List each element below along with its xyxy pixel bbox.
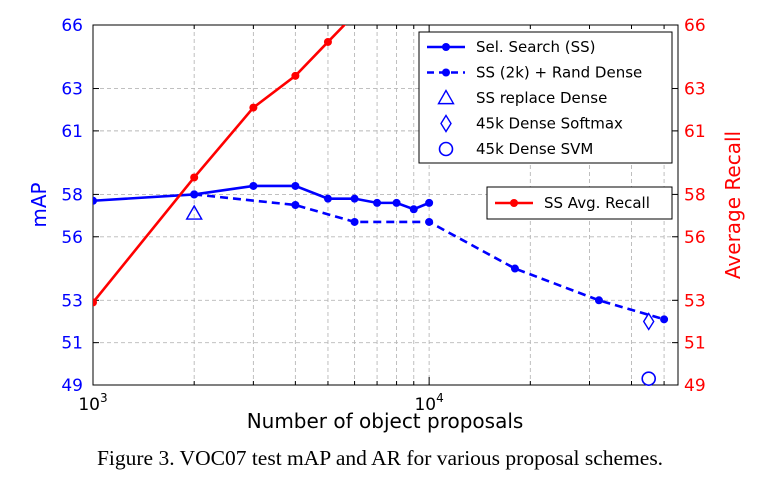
y-tick-label-right: 53: [684, 291, 706, 311]
series-5-point: [351, 10, 359, 18]
x-tick-label: 103: [78, 391, 107, 415]
series-5-point: [190, 173, 199, 182]
series-0-point: [93, 196, 97, 205]
series-1-point: [594, 296, 603, 305]
y-tick-label-right: 56: [684, 228, 706, 248]
series-1-point: [190, 190, 199, 199]
y-tick-label-left: 49: [61, 376, 83, 396]
y-tick-label-left: 53: [61, 291, 83, 311]
series-0-line: [93, 184, 430, 211]
legend-entry-label: Sel. Search (SS): [476, 38, 596, 56]
series-0-point: [409, 205, 418, 214]
legend-main-box: [418, 31, 673, 164]
x-axis-label: Number of object proposals: [247, 409, 524, 433]
y-tick-label-right: 49: [684, 376, 706, 396]
y-tick-label-right: 63: [684, 80, 706, 100]
series-layer: [93, 10, 669, 324]
y-axis-label-left: mAP: [27, 182, 51, 227]
series-5-point: [323, 37, 332, 46]
series-5-line: [93, 25, 347, 304]
markers-layer: [185, 204, 657, 386]
series-1-point: [425, 217, 434, 226]
y-tick-label-left: 63: [61, 80, 83, 100]
series-1-point: [350, 217, 359, 226]
y-tick-label-right: 61: [684, 122, 706, 142]
series-0-point: [425, 198, 434, 207]
legend-marker: [442, 43, 450, 51]
series-0-point: [249, 181, 258, 190]
series-0-point: [291, 181, 300, 190]
legend-marker: [442, 68, 450, 77]
legend-entry-label: 45k Dense SVM: [476, 140, 593, 158]
y-tick-label-right: 66: [684, 16, 706, 36]
series-2-point: [185, 204, 203, 220]
y-tick-label-left: 58: [61, 185, 83, 205]
legend-recall: SS Avg. Recall: [486, 186, 673, 220]
x-tick-exponent: 3: [100, 391, 108, 405]
series-3-point: [642, 312, 655, 331]
series-0-point: [323, 194, 332, 203]
legend-entry-label: SS replace Dense: [476, 89, 607, 107]
legend-marker: [440, 114, 452, 133]
x-tick-exponent: 4: [436, 391, 444, 405]
legend-marker: [437, 89, 455, 105]
series-5-point: [291, 71, 300, 80]
series-0-point: [373, 198, 382, 207]
y-tick-label-right: 51: [684, 334, 706, 354]
series-1-point: [510, 264, 519, 273]
y-tick-label-left: 51: [61, 334, 83, 354]
series-1-point: [291, 201, 300, 209]
legend-entry-label: SS (2k) + Rand Dense: [476, 64, 642, 82]
y-axis-label-right: Average Recall: [721, 131, 745, 279]
plot-frame: [92, 24, 679, 386]
y-tick-label-left: 66: [61, 16, 83, 36]
series-0-point: [392, 198, 401, 207]
figure-caption: Figure 3. VOC07 test mAP and AR for vari…: [96, 446, 664, 470]
series-5-point: [93, 298, 97, 307]
series-4-point: [641, 371, 657, 386]
y-tick-label-left: 56: [61, 228, 83, 248]
legend-entry-label: SS Avg. Recall: [544, 194, 650, 212]
series-0-point: [350, 194, 359, 203]
y-tick-label-left: 61: [61, 122, 83, 142]
legend-main: Sel. Search (SS) SS (2k) + Rand Dense SS r…: [418, 31, 673, 164]
series-5-point: [249, 103, 258, 112]
legend-marker: [438, 141, 454, 157]
y-tick-label-right: 58: [684, 185, 706, 205]
series-1-point: [660, 315, 669, 324]
x-tick-base: 10: [414, 395, 436, 415]
legend-entry-label: 45k Dense Softmax: [476, 115, 623, 133]
legend-marker: [510, 199, 518, 207]
x-tick-base: 10: [78, 395, 100, 415]
x-tick-label: 104: [414, 391, 443, 415]
